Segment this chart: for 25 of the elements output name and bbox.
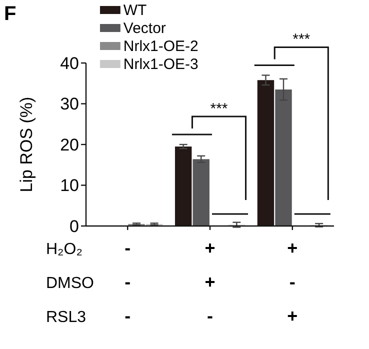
y-tick-label: 10 xyxy=(60,176,79,196)
legend-label: WT xyxy=(123,2,147,19)
text: - xyxy=(124,272,131,292)
text: - xyxy=(207,306,213,326)
legend-label: Vector xyxy=(123,20,166,37)
text: RSL3 xyxy=(46,309,86,326)
y-tick-label: 30 xyxy=(60,94,79,114)
text: + xyxy=(287,238,298,258)
legend-label: Nrlx1-OE-2 xyxy=(123,38,198,55)
text: + xyxy=(287,306,298,326)
text: - xyxy=(124,238,131,258)
y-axis-title: Lip ROS (%) xyxy=(17,96,36,192)
text: F xyxy=(4,3,16,25)
y-tick-label: 40 xyxy=(60,54,79,73)
annotation: *** xyxy=(210,100,228,118)
text: *** xyxy=(292,31,310,48)
text: - xyxy=(289,272,296,292)
y-tick-label: 20 xyxy=(60,135,79,154)
text: - xyxy=(124,306,131,326)
text: DMSO xyxy=(46,275,94,292)
text: + xyxy=(204,238,216,258)
text: + xyxy=(204,272,216,292)
text: H₂O₂ xyxy=(46,241,82,258)
y-tick-label: 0 xyxy=(70,216,79,236)
legend-label: Nrlx1-OE-3 xyxy=(123,56,198,73)
